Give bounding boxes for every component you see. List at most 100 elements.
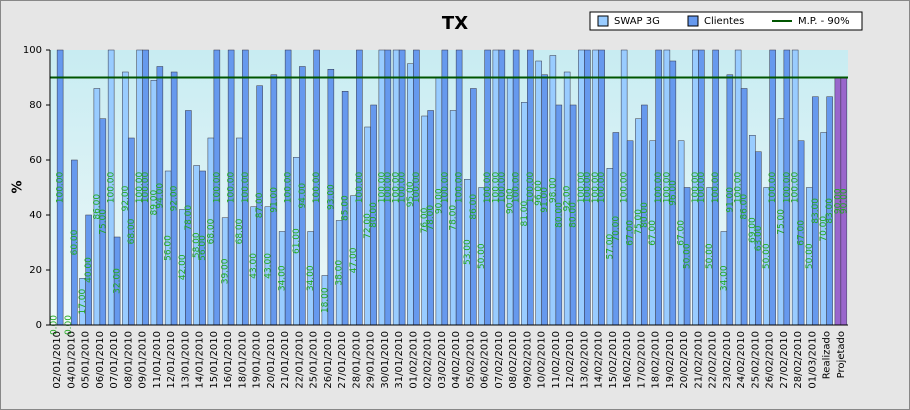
value-label: 90.00 (506, 188, 516, 214)
value-label: 100.00 (711, 171, 721, 203)
legend (589, 11, 863, 31)
legend-swatch (597, 15, 609, 27)
value-label: 100.00 (583, 171, 593, 203)
x-tick-label: 04/01/2010 (66, 331, 77, 389)
x-tick-label: 12/02/2010 (565, 331, 576, 389)
x-tick-label: 15/02/2010 (608, 331, 619, 389)
value-label: 67.00 (677, 220, 687, 246)
value-label: 40.00 (84, 257, 94, 283)
value-label: 100.00 (791, 171, 801, 203)
value-label: 50.00 (683, 243, 693, 269)
value-label: 100.00 (284, 171, 294, 203)
value-label: 39.00 (221, 258, 231, 284)
value-label: 91.00 (725, 187, 735, 213)
legend-label: M.P. - 90% (798, 16, 850, 27)
value-label: 68.00 (127, 218, 137, 244)
value-label: 95.00 (406, 181, 416, 207)
x-tick-label: 21/02/2010 (693, 331, 704, 389)
value-label: 93.00 (326, 184, 336, 210)
legend-label: Clientes (704, 16, 744, 27)
value-label: 67.00 (797, 220, 807, 246)
x-tick-label: 30/01/2010 (380, 331, 391, 389)
value-label: 56.00 (164, 235, 174, 261)
x-tick-label: 26/02/2010 (765, 331, 776, 389)
x-tick-label: 26/01/2010 (323, 331, 334, 389)
value-label: 80.00 (554, 202, 564, 228)
value-label: 100.00 (597, 171, 607, 203)
value-label: 100.00 (577, 171, 587, 203)
x-tick-label: 16/01/2010 (223, 331, 234, 389)
x-tick-label: 08/01/2010 (123, 331, 134, 389)
value-label: 100.00 (227, 171, 237, 203)
value-label: 53.00 (463, 239, 473, 265)
value-label: 78.00 (184, 205, 194, 231)
value-label: 100.00 (312, 171, 322, 203)
value-label: 56.00 (198, 235, 208, 261)
value-label: 100.00 (56, 171, 66, 203)
value-label: 96.00 (534, 180, 544, 206)
value-label: 32.00 (113, 268, 123, 294)
value-label: 78.00 (426, 205, 436, 231)
value-label: 75.00 (98, 209, 108, 235)
y-tick-label: 0 (36, 320, 42, 331)
value-label: 100.00 (662, 171, 672, 203)
value-label: 100.00 (512, 171, 522, 203)
value-label: 43.00 (249, 253, 259, 279)
x-tick-label: Projetado (836, 331, 847, 378)
x-tick-label: 23/02/2010 (722, 331, 733, 389)
value-label: 86.00 (469, 194, 479, 220)
value-label: 100.00 (107, 171, 117, 203)
y-tick-label: 100 (23, 45, 42, 56)
value-label: 18.00 (320, 287, 330, 313)
x-tick-label: 25/02/2010 (750, 331, 761, 389)
value-label: 86.00 (92, 194, 102, 220)
value-label: 63.00 (754, 225, 764, 251)
legend-swatch (687, 15, 699, 27)
value-label: 83.00 (811, 198, 821, 224)
value-label: 75.00 (634, 209, 644, 235)
x-tick-label: 05/01/2010 (81, 331, 92, 389)
value-label: 100.00 (654, 171, 664, 203)
x-tick-label: 09/02/2010 (522, 331, 533, 389)
value-label: 34.00 (306, 265, 316, 291)
value-label: 100.00 (491, 171, 501, 203)
value-label: 80.00 (640, 202, 650, 228)
value-label: 100.00 (241, 171, 251, 203)
x-tick-label: 25/01/2010 (309, 331, 320, 389)
value-label: 91.00 (269, 187, 279, 213)
x-tick-label: 18/02/2010 (651, 331, 662, 389)
value-label: 100.00 (620, 171, 630, 203)
value-label: 70.00 (819, 216, 829, 242)
value-label: 76.00 (420, 207, 430, 233)
value-label: 100.00 (383, 171, 393, 203)
value-label: 100.00 (768, 171, 778, 203)
x-tick-label: 02/01/2010 (52, 331, 63, 389)
value-label: 100.00 (355, 171, 365, 203)
value-label: 58.00 (192, 232, 202, 258)
value-label: 91.00 (540, 187, 550, 213)
value-label: 68.00 (235, 218, 245, 244)
value-label: 100.00 (455, 171, 465, 203)
value-label: 78.00 (449, 205, 459, 231)
x-tick-label: 07/01/2010 (109, 331, 120, 389)
value-label: 100.00 (377, 171, 387, 203)
x-tick-label: 04/02/2010 (451, 331, 462, 389)
x-tick-label: 09/01/2010 (138, 331, 149, 389)
value-label: 90.00 (833, 188, 843, 214)
value-label: 94.00 (155, 183, 165, 209)
x-tick-label: Realizado (822, 331, 833, 379)
x-tick-label: 06/01/2010 (95, 331, 106, 389)
value-label: 96.00 (668, 180, 678, 206)
value-label: 100.00 (483, 171, 493, 203)
value-label: 100.00 (392, 171, 402, 203)
x-tick-label: 15/01/2010 (209, 331, 220, 389)
x-tick-label: 27/01/2010 (337, 331, 348, 389)
x-tick-label: 13/02/2010 (579, 331, 590, 389)
value-label: 81.00 (520, 200, 530, 226)
value-label: 86.00 (740, 194, 750, 220)
value-label: 69.00 (748, 217, 758, 243)
value-label: 100.00 (212, 171, 222, 203)
y-tick-label: 80 (29, 100, 42, 111)
value-label: 50.00 (805, 243, 815, 269)
